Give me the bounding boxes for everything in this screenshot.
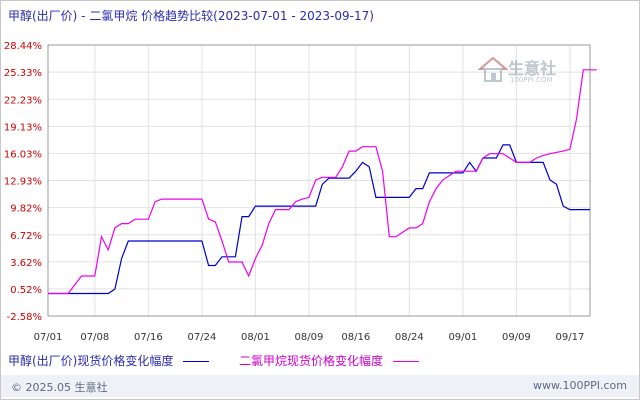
x-tick-label: 08/16: [341, 332, 370, 343]
legend-label-dichloromethane: 二氯甲烷现货价格变化幅度: [239, 354, 384, 368]
y-tick-label: 19.13%: [4, 122, 42, 133]
x-tick-label: 07/01: [34, 332, 63, 343]
legend-item-dichloromethane: 二氯甲烷现货价格变化幅度: [239, 352, 419, 369]
legend-item-methanol: 甲醇(出厂价)现货价格变化幅度: [8, 352, 210, 369]
x-tick-label: 08/24: [395, 332, 424, 343]
chart-title: 甲醇(出厂价) - 二氯甲烷 价格趋势比较(2023-07-01 - 2023-…: [8, 9, 374, 23]
y-tick-label: -2.58%: [7, 312, 42, 323]
series-line-dichloromethane: [48, 69, 597, 295]
x-tick-label: 09/17: [556, 332, 585, 343]
series-line-methanol: [48, 144, 590, 295]
y-tick-label: 22.23%: [4, 95, 42, 106]
x-tick-label: 09/01: [448, 332, 477, 343]
website-link[interactable]: www.100PPI.com: [533, 379, 627, 392]
legend-swatch-dichloromethane: [392, 361, 419, 362]
x-tick-label: 07/16: [134, 332, 163, 343]
series-lines: [48, 69, 597, 295]
x-tick-label: 08/09: [295, 332, 324, 343]
x-axis-ticks: 07/01 07/08 07/16 07/24 08/01 08/09 08/16 08/24…: [34, 332, 585, 343]
y-tick-label: 16.03%: [4, 149, 42, 160]
y-tick-label: 6.72%: [10, 231, 42, 242]
y-tick-label: 3.62%: [10, 258, 42, 269]
y-tick-label: 0.52%: [10, 285, 42, 296]
x-tick-label: 07/24: [187, 332, 216, 343]
watermark-domain: 100PPI.COM: [510, 76, 553, 84]
x-tick-label: 07/08: [80, 332, 109, 343]
copyright-text: © 2025.05 生意社: [11, 381, 108, 394]
y-tick-label: 12.93%: [4, 177, 42, 188]
watermark-logo: 生意社 100PPI.COM: [477, 55, 556, 89]
y-axis-ticks: 28.44% 25.33% 22.23% 19.13% 16.03% 12.93% 9.82…: [4, 41, 42, 323]
watermark-house-icon: [477, 56, 509, 82]
footer-bar: © 2025.05 生意社 www.100PPI.com: [1, 375, 639, 397]
x-tick-label: 08/01: [241, 332, 270, 343]
y-tick-label: 25.33%: [4, 68, 42, 79]
legend: 甲醇(出厂价)现货价格变化幅度 二氯甲烷现货价格变化幅度: [8, 352, 445, 369]
legend-label-methanol: 甲醇(出厂价)现货价格变化幅度: [8, 354, 174, 368]
grid-lines: [47, 44, 590, 317]
x-tick-label: 09/09: [502, 332, 531, 343]
plot-border: [47, 44, 591, 317]
y-tick-label: 9.82%: [10, 204, 42, 215]
y-tick-label: 28.44%: [4, 41, 42, 52]
watermark-text: 生意社: [508, 59, 557, 78]
legend-swatch-methanol: [183, 361, 210, 362]
